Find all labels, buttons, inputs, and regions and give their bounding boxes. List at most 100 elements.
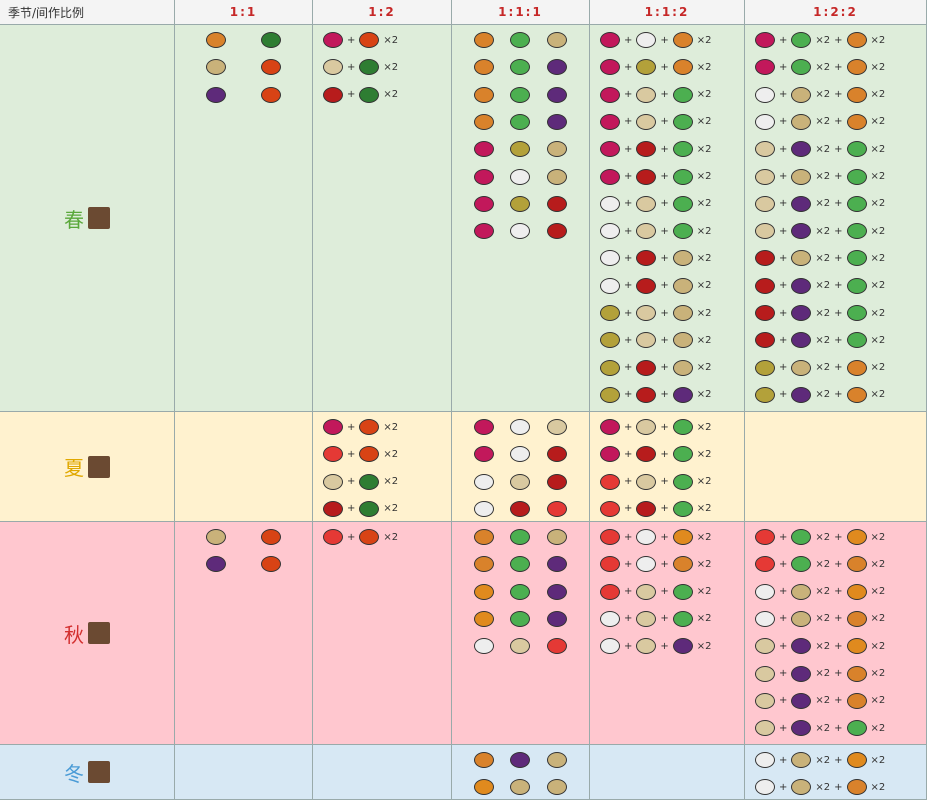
- combo-text: ×2: [696, 252, 712, 264]
- crop-cell: [452, 522, 590, 745]
- combo-text: ×2: [870, 754, 886, 766]
- crop-icon: [636, 583, 657, 600]
- combo-text: +: [347, 531, 356, 543]
- combo-text: ×2: [815, 531, 831, 543]
- crop-icon: [636, 529, 657, 545]
- crop-combo: + + ×2: [590, 110, 744, 134]
- crop-icon: [755, 583, 775, 600]
- crop-combo: + ×2 + ×2: [745, 634, 926, 658]
- combo-text: ×2: [870, 722, 886, 734]
- crop-combo: [452, 525, 589, 549]
- crop-icon: [474, 446, 495, 463]
- crop-icon: [206, 86, 227, 103]
- crop-icon: [510, 583, 531, 600]
- crop-combo: + + ×2: [590, 301, 744, 325]
- combo-text: ×2: [383, 476, 399, 488]
- combo-text: ×2: [870, 586, 886, 598]
- combo-text: ×2: [815, 640, 831, 652]
- crop-combo: + + ×2: [590, 28, 744, 52]
- crop-icon: [636, 446, 657, 463]
- crop-icon: [672, 250, 693, 267]
- crop-icon: [359, 473, 380, 490]
- crop-combo: [175, 552, 312, 576]
- combo-text: ×2: [696, 34, 712, 46]
- crop-combo: [452, 442, 589, 466]
- crop-combo: [452, 415, 589, 439]
- crop-icon: [600, 473, 620, 490]
- crop-icon: [474, 752, 495, 768]
- crop-combo: [175, 55, 312, 79]
- crop-icon: [359, 86, 380, 103]
- combo-text: ×2: [696, 61, 712, 73]
- crop-icon: [474, 556, 495, 573]
- combo-text: ×2: [696, 558, 712, 570]
- crop-icon: [791, 529, 812, 545]
- combo-text: +: [779, 613, 788, 625]
- crop-combo: + + ×2: [590, 552, 744, 576]
- combo-text: ×2: [696, 143, 712, 155]
- combo-text: +: [660, 61, 669, 73]
- combo-text: ×2: [696, 116, 712, 128]
- crop-icon: [206, 529, 227, 545]
- combo-text: +: [660, 531, 669, 543]
- combo-text: +: [347, 476, 356, 488]
- crop-combo: [175, 83, 312, 107]
- crop-icon: [672, 473, 693, 490]
- crop-icon: [323, 86, 343, 103]
- crop-combo: + + ×2: [590, 55, 744, 79]
- crop-icon: [755, 141, 775, 158]
- crop-combo: + ×2: [313, 415, 451, 439]
- season-icon: [88, 207, 110, 229]
- combo-text: ×2: [815, 334, 831, 346]
- combo-text: ×2: [870, 640, 886, 652]
- crop-combo: + ×2 + ×2: [745, 192, 926, 216]
- crop-icon: [636, 359, 657, 376]
- crop-icon: [600, 610, 620, 627]
- crop-combo: [452, 748, 589, 772]
- combo-text: +: [660, 586, 669, 598]
- crop-icon: [510, 473, 531, 490]
- combo-text: +: [624, 307, 633, 319]
- combo-text: ×2: [870, 668, 886, 679]
- crop-icon: [600, 141, 620, 158]
- combo-text: +: [624, 198, 633, 210]
- crop-icon: [791, 692, 812, 709]
- crop-icon: [323, 473, 343, 490]
- crop-icon: [600, 86, 620, 103]
- crop-icon: [600, 250, 620, 267]
- crop-combo: [452, 219, 589, 243]
- combo-text: +: [347, 503, 356, 515]
- crop-icon: [260, 59, 281, 76]
- crop-cell: [175, 412, 313, 522]
- combo-text: ×2: [870, 531, 886, 543]
- combo-text: ×2: [815, 362, 831, 374]
- crop-icon: [791, 752, 812, 768]
- crop-icon: [755, 277, 775, 294]
- crop-icon: [636, 638, 657, 655]
- crop-icon: [755, 59, 775, 76]
- crop-icon: [510, 168, 531, 185]
- season-cell: 春: [0, 25, 175, 412]
- crop-combo: + ×2 + ×2: [745, 274, 926, 298]
- combo-text: +: [624, 448, 633, 460]
- crop-icon: [755, 556, 775, 573]
- combo-text: ×2: [870, 34, 886, 46]
- crop-combo: [452, 607, 589, 631]
- combo-text: ×2: [870, 781, 886, 793]
- crop-icon: [672, 332, 693, 349]
- crop-icon: [755, 86, 775, 103]
- crop-combo: + + ×2: [590, 83, 744, 107]
- crop-icon: [636, 500, 657, 517]
- season-icon: [88, 622, 110, 644]
- crop-icon: [672, 32, 693, 48]
- crop-icon: [546, 419, 567, 435]
- crop-icon: [846, 720, 867, 737]
- combo-text: ×2: [815, 722, 831, 734]
- combo-text: +: [779, 389, 788, 401]
- crop-combo: + ×2 + ×2: [745, 110, 926, 134]
- crop-icon: [791, 665, 812, 682]
- crop-icon: [846, 529, 867, 545]
- crop-icon: [359, 529, 380, 545]
- crop-icon: [546, 86, 567, 103]
- crop-icon: [636, 141, 657, 158]
